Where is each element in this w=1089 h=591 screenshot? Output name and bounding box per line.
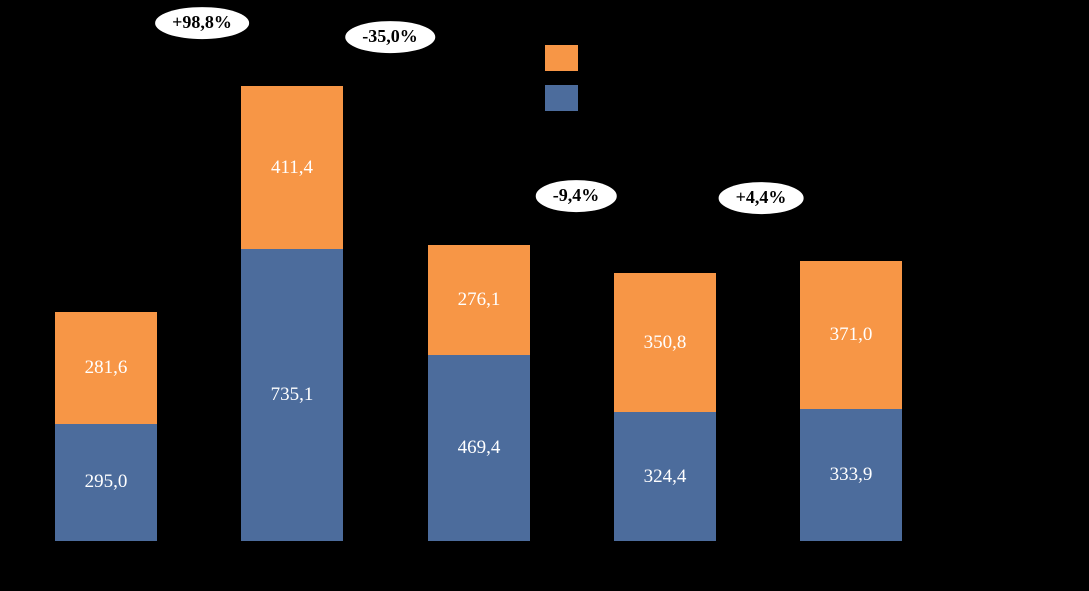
bar-4-segment-orange: 350,8 — [614, 273, 716, 413]
bar-3-segment-blue: 469,4 — [428, 354, 530, 541]
bar-value-label: 371,0 — [829, 323, 873, 345]
bar-1: 295,0 281,6 — [55, 312, 157, 541]
bar-value-label: 295,0 — [84, 471, 128, 493]
bar-1-segment-blue: 295,0 — [55, 423, 157, 541]
legend-swatch-blue — [545, 85, 578, 111]
bar-3-segment-orange: 276,1 — [428, 245, 530, 355]
bar-5: 333,9 371,0 — [800, 261, 902, 541]
bar-value-label: 350,8 — [643, 331, 687, 353]
bar-2-segment-blue: 735,1 — [241, 249, 343, 541]
percent-change-annotation-2: -35,0% — [345, 21, 435, 53]
bar-4: 324,4 350,8 — [614, 273, 716, 541]
percent-change-annotation-1: +98,8% — [155, 7, 249, 39]
bar-5-segment-orange: 371,0 — [800, 261, 902, 409]
legend-swatch-orange — [545, 45, 578, 71]
bar-2-segment-orange: 411,4 — [241, 85, 343, 250]
percent-change-annotation-4: +4,4% — [718, 182, 804, 214]
bar-value-label: 469,4 — [457, 436, 501, 458]
bar-value-label: 735,1 — [270, 384, 314, 406]
bar-3: 469,4 276,1 — [428, 245, 530, 541]
bar-value-label: 333,9 — [829, 463, 873, 485]
bar-2: 735,1 411,4 — [241, 85, 343, 541]
bar-5-segment-blue: 333,9 — [800, 408, 902, 541]
bar-value-label: 276,1 — [457, 288, 501, 310]
bar-1-segment-orange: 281,6 — [55, 312, 157, 424]
percent-change-annotation-3: -9,4% — [535, 180, 617, 212]
bar-4-segment-blue: 324,4 — [614, 412, 716, 541]
bar-value-label: 281,6 — [84, 357, 128, 378]
bar-value-label: 324,4 — [643, 465, 687, 487]
bar-value-label: 411,4 — [270, 156, 314, 178]
